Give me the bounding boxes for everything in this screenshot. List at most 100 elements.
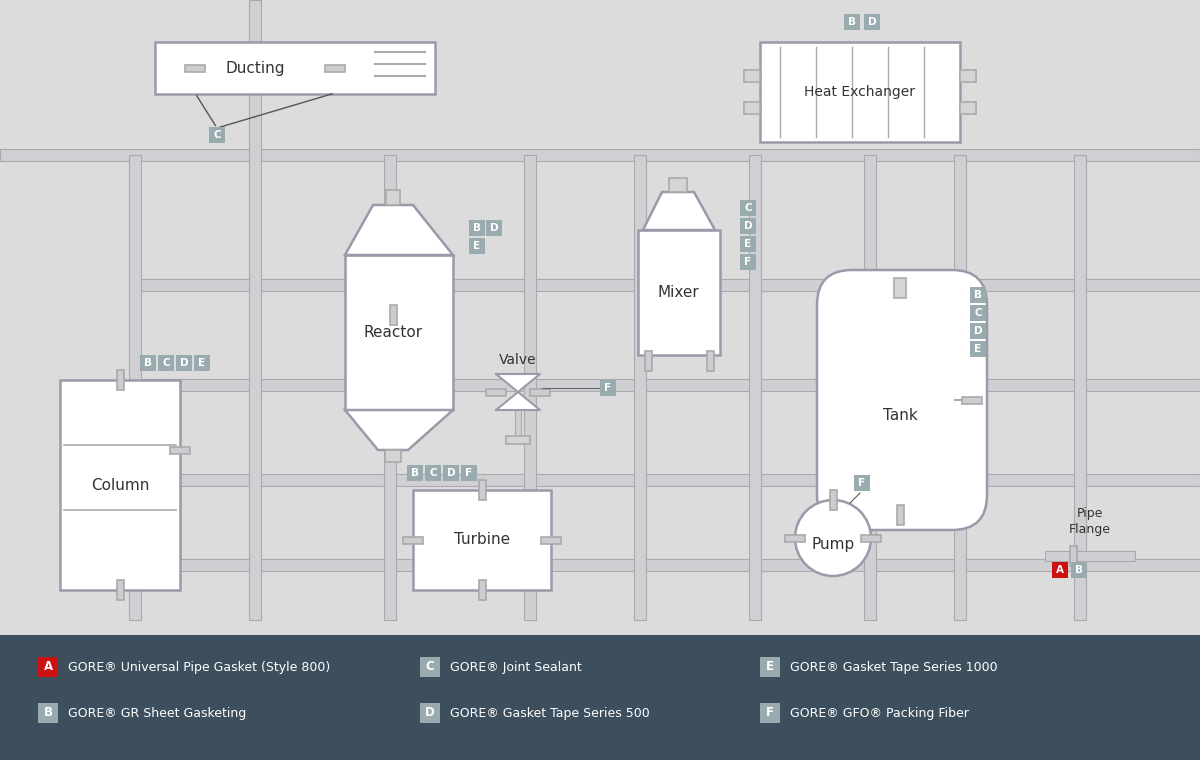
Bar [116,370,124,390]
Bar [134,279,1200,291]
Bar [194,355,210,371]
Text: B: B [144,358,152,368]
Bar [600,380,616,396]
Text: GORE® Gasket Tape Series 500: GORE® Gasket Tape Series 500 [450,707,649,720]
Text: D: D [744,221,752,231]
Bar [403,537,424,543]
Bar [479,580,486,600]
Bar [760,42,960,142]
Text: A: A [1056,565,1064,575]
Text: B: B [974,290,982,300]
Text: A: A [43,660,53,673]
Bar [386,190,400,205]
Bar [390,305,396,325]
Text: Pump: Pump [811,537,854,552]
Bar [0,149,1200,161]
Bar [634,155,646,620]
Text: F: F [466,468,473,478]
Bar [250,0,262,620]
Bar [749,155,761,620]
Text: Tank: Tank [883,407,917,423]
Bar [134,379,1200,391]
Bar [170,447,190,454]
Bar [130,155,142,620]
Bar [479,480,486,500]
Text: E: E [474,241,480,251]
Text: C: C [430,468,437,478]
Bar [506,436,530,444]
Text: GORE® GR Sheet Gasketing: GORE® GR Sheet Gasketing [68,707,246,720]
Bar [740,236,756,252]
Bar [740,254,756,270]
Bar [844,14,860,30]
Text: D: D [180,358,188,368]
Polygon shape [496,374,540,392]
Text: F: F [766,707,774,720]
Bar [744,70,760,82]
Bar [970,305,986,321]
Bar [744,102,760,114]
Bar [158,355,174,371]
Bar [60,380,180,590]
Text: D: D [446,468,455,478]
Polygon shape [496,392,540,410]
Text: F: F [744,257,751,267]
Bar [707,351,714,371]
Bar [469,238,485,254]
Text: B: B [473,223,481,233]
Text: Pipe
Flange: Pipe Flange [1069,507,1111,536]
Text: C: C [162,358,170,368]
Bar [638,230,720,355]
Text: B: B [410,468,419,478]
Bar [38,657,58,677]
Polygon shape [643,192,715,230]
Text: Heat Exchanger: Heat Exchanger [804,85,916,99]
Text: D: D [490,223,498,233]
Bar [209,127,226,143]
Text: Column: Column [91,477,149,492]
Circle shape [796,500,871,576]
Bar [420,657,440,677]
Text: Ducting: Ducting [226,61,284,75]
Bar [960,70,976,82]
Bar [1074,155,1086,620]
Text: C: C [744,203,752,213]
Text: GORE® Gasket Tape Series 1000: GORE® Gasket Tape Series 1000 [790,660,997,673]
Bar [486,220,502,236]
Text: B: B [1075,565,1084,575]
Text: B: B [43,707,53,720]
Bar [116,580,124,600]
Text: F: F [858,478,865,488]
Bar [1072,562,1087,578]
Bar [785,534,805,541]
Bar [524,155,536,620]
Bar [176,355,192,371]
Bar [325,65,346,71]
Bar [469,220,485,236]
Bar [346,255,454,410]
Bar [461,465,478,481]
Bar [384,155,396,620]
Bar [970,323,986,339]
FancyBboxPatch shape [817,270,986,530]
Bar [854,475,870,491]
Bar [425,465,442,481]
Bar [954,155,966,620]
Bar [1052,562,1068,578]
Text: C: C [974,308,982,318]
Text: Turbine: Turbine [454,533,510,547]
Bar [530,388,550,395]
Polygon shape [346,410,454,450]
Text: GORE® Universal Pipe Gasket (Style 800): GORE® Universal Pipe Gasket (Style 800) [68,660,330,673]
Bar [962,397,982,404]
Bar [140,355,156,371]
Bar [644,351,652,371]
Bar [1045,551,1135,561]
Bar [413,490,551,590]
Text: Mixer: Mixer [658,285,698,300]
Text: E: E [198,358,205,368]
Text: E: E [974,344,982,354]
Bar [864,14,880,30]
Polygon shape [346,205,454,255]
Bar [134,474,1200,486]
